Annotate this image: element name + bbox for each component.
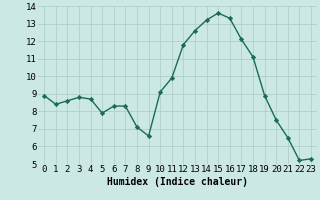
- X-axis label: Humidex (Indice chaleur): Humidex (Indice chaleur): [107, 177, 248, 187]
